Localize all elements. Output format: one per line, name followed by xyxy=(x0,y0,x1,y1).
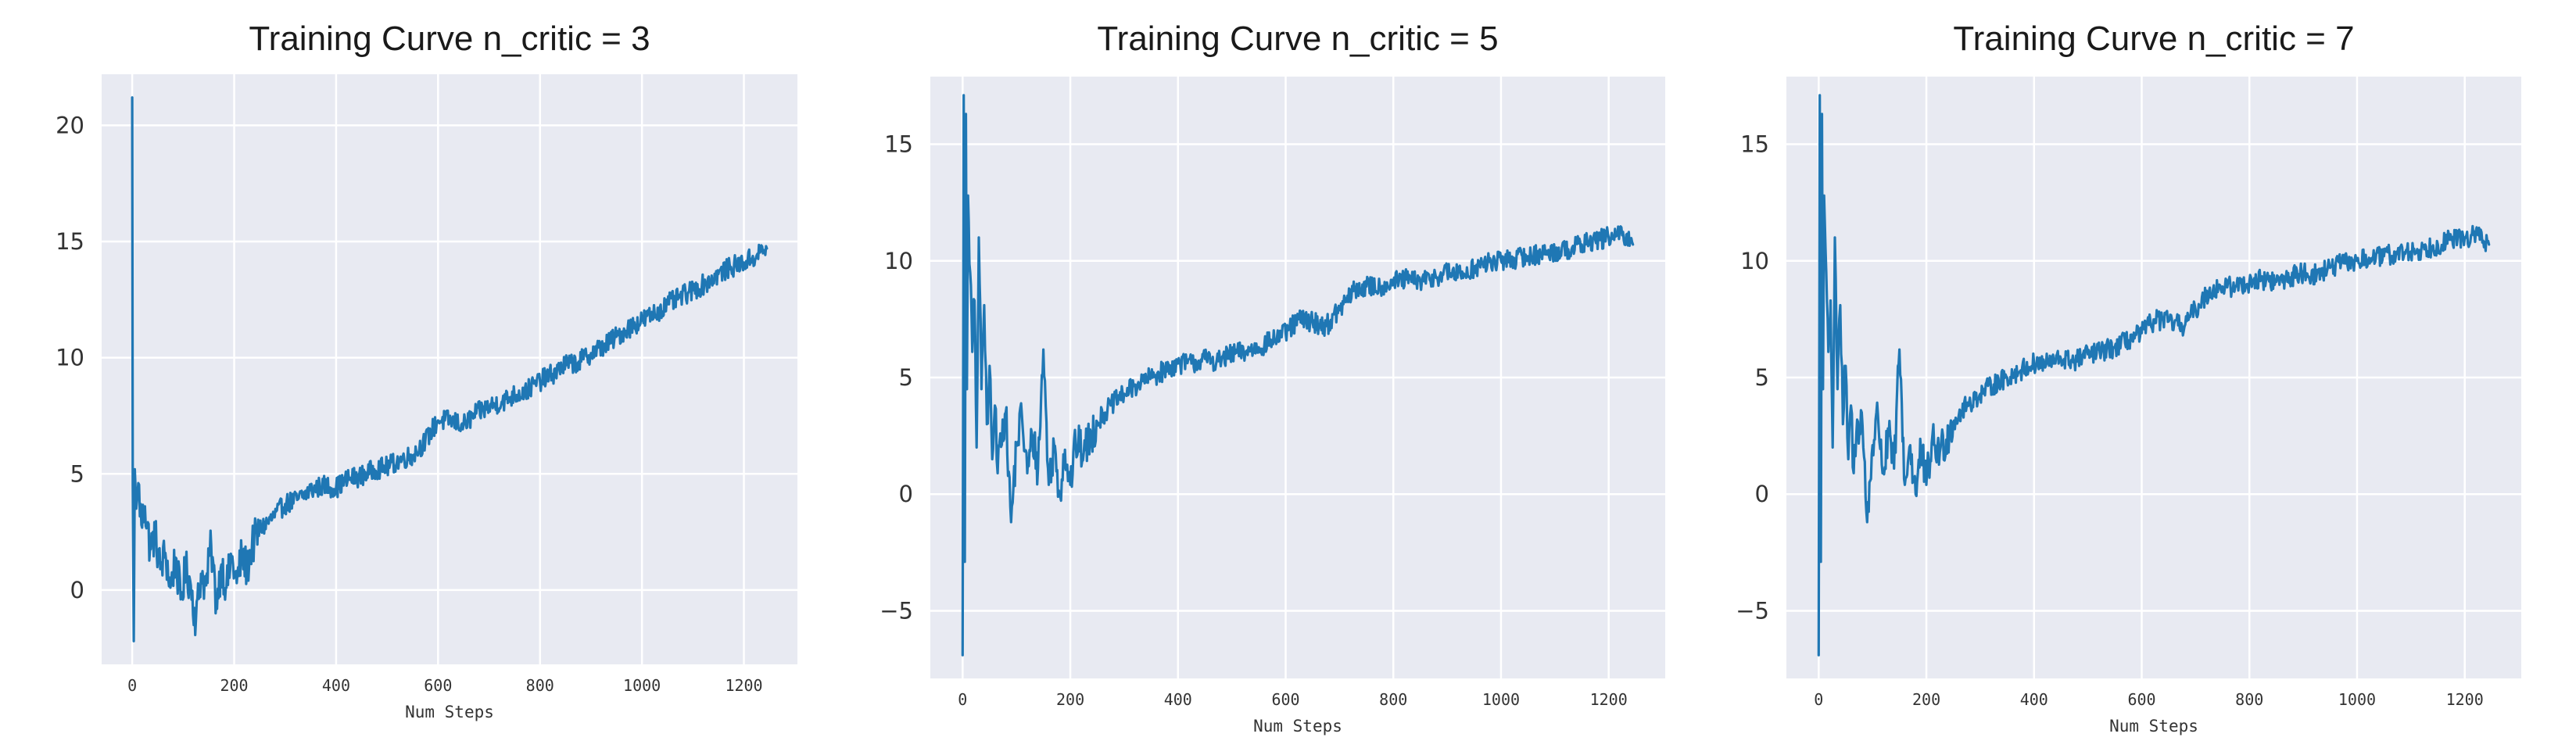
x-tick-label: 200 xyxy=(220,676,248,695)
x-tick-label: 800 xyxy=(2235,690,2263,709)
y-tick-label: 5 xyxy=(70,460,84,487)
y-tick-label: 20 xyxy=(56,112,84,138)
x-tick-label: 400 xyxy=(1164,690,1192,709)
x-tick-label: 400 xyxy=(322,676,350,695)
x-tick-label: 600 xyxy=(1271,690,1299,709)
x-tick-label: 1000 xyxy=(623,676,661,695)
chart-title: Training Curve n_critic = 3 xyxy=(249,20,650,58)
series-line-1 xyxy=(131,96,769,642)
chart-title: Training Curve n_critic = 5 xyxy=(1097,20,1498,58)
x-axis-label: Num Steps xyxy=(405,703,494,721)
series-line-1 xyxy=(1817,94,2491,657)
x-tick-label: 200 xyxy=(1056,690,1084,709)
x-tick-label: 400 xyxy=(2020,690,2048,709)
y-tick-label: −5 xyxy=(1736,597,1769,624)
x-tick-label: 0 xyxy=(127,676,137,695)
series-line-1 xyxy=(961,94,1635,657)
y-tick-label: 15 xyxy=(1740,131,1769,158)
x-tick-label: 600 xyxy=(424,676,452,695)
x-tick-label: 800 xyxy=(526,676,554,695)
y-tick-label: 0 xyxy=(1755,481,1769,507)
chart-title: Training Curve n_critic = 7 xyxy=(1953,20,2354,58)
chart-panel-3: −5 0 5 10 15 0 200 400 600 800 1000 1200 Num Steps Tr… xyxy=(1736,20,2521,735)
x-tick-label: 1200 xyxy=(725,676,762,695)
y-tick-label: 0 xyxy=(70,577,84,603)
y-tick-label: 5 xyxy=(899,364,913,391)
x-tick-label: 200 xyxy=(1912,690,1940,709)
x-tick-label: 1200 xyxy=(1590,690,1628,709)
x-tick-label: 0 xyxy=(958,690,967,709)
y-tick-label: 15 xyxy=(884,131,913,158)
plot-area xyxy=(102,74,797,664)
y-tick-label: −5 xyxy=(880,597,913,624)
x-tick-label: 1000 xyxy=(2338,690,2376,709)
chart-panel-2: −5 0 5 10 15 0 200 400 600 800 1000 1200 Num Steps Tr… xyxy=(880,20,1665,735)
y-tick-label: 0 xyxy=(899,481,913,507)
x-axis-label: Num Steps xyxy=(1253,717,1342,735)
y-tick-label: 10 xyxy=(884,248,913,274)
y-tick-label: 10 xyxy=(1740,248,1769,274)
x-tick-label: 0 xyxy=(1814,690,1823,709)
x-tick-label: 800 xyxy=(1379,690,1407,709)
y-tick-label: 5 xyxy=(1755,364,1769,391)
x-axis-label: Num Steps xyxy=(2109,717,2198,735)
x-tick-label: 1200 xyxy=(2446,690,2484,709)
x-tick-label: 1000 xyxy=(1482,690,1520,709)
x-tick-label: 600 xyxy=(2127,690,2155,709)
y-tick-label: 10 xyxy=(56,345,84,371)
y-tick-label: 15 xyxy=(56,228,84,255)
